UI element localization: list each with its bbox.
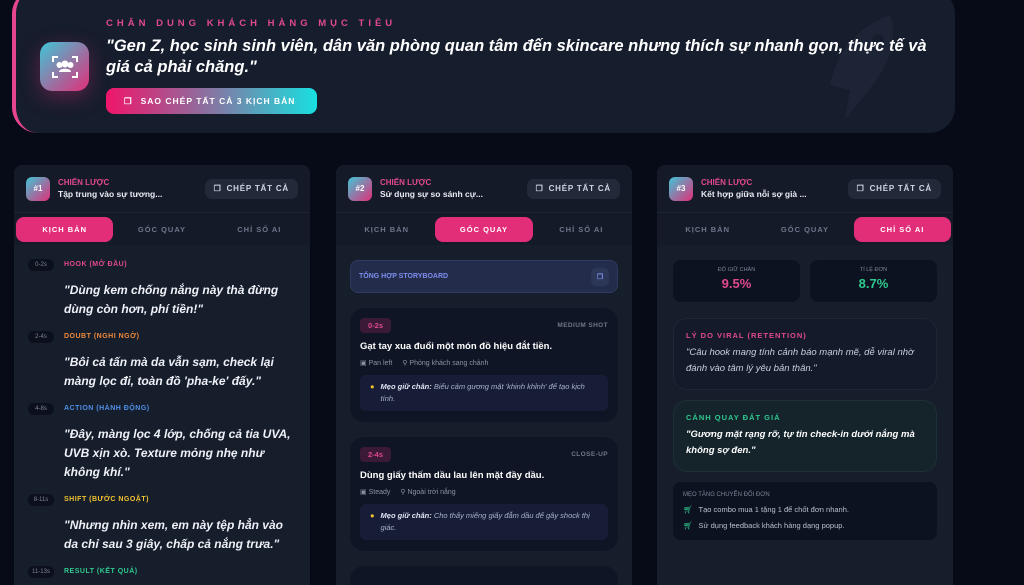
strategy-number: #1 xyxy=(26,176,50,201)
time-badge: 0-2s xyxy=(360,318,392,333)
strategy-title: Sử dụng sự so sánh cự... xyxy=(380,189,484,199)
strategy-card-2: #2 CHIẾN LƯỢC Sử dụng sự so sánh cự... ❐ C… xyxy=(336,165,632,585)
beat-label: HOOK (MỞ ĐẦU) xyxy=(64,261,128,268)
strategy-card-3: #3 CHIẾN LƯỢC Kết hợp giữa nỗi sợ già ...… xyxy=(657,165,953,585)
viral-reason-box: LÝ DO VIRAL (RETENTION) "Câu hook mang tí… xyxy=(673,318,937,390)
location: ⚲ Ngoài trời nắng xyxy=(400,489,456,496)
camera-move: ▣ Steady xyxy=(360,489,391,496)
retention-tip: ● Mẹo giữ chân: Biểu cảm gương mặt 'khinh… xyxy=(360,375,608,411)
shot-title: Gạt tay xua đuổi một món đồ hiệu đắt tiề… xyxy=(360,341,553,352)
copy-all-button[interactable]: ❐ CHÉP TẤT CẢ xyxy=(526,178,620,199)
beat-label: ACTION (HÀNH ĐỘNG) xyxy=(64,405,150,412)
cart-icon: 🛒︎ xyxy=(683,505,693,514)
lightbulb-icon: ● xyxy=(370,382,375,391)
beat-quote: "Đây, màng lọc 4 lớp, chống cả tia UVA, … xyxy=(64,427,291,479)
shot-card: 2-4s CLOSE-UP Dùng giấy thấm dầu lau lên … xyxy=(350,437,618,551)
camera-icon: ▣ xyxy=(360,360,367,367)
conversion-tips: MẸO TĂNG CHUYỂN ĐỔI ĐƠN 🛒︎ Tạo combo mua … xyxy=(673,482,937,540)
strategy-label: CHIẾN LƯỢC xyxy=(58,178,110,187)
tab-camera-angle[interactable]: GÓC QUAY xyxy=(137,224,187,234)
cart-icon: 🛒︎ xyxy=(683,521,693,530)
beat-label: SHIFT (BƯỚC NGOẶT) xyxy=(64,496,149,503)
tab-script[interactable]: KỊCH BẢN xyxy=(364,224,409,234)
tab-camera-angle[interactable]: GÓC QUAY xyxy=(780,224,830,234)
retention-tip: ● Mẹo giữ chân: Cho thấy miếng giấy đẫm d… xyxy=(360,504,608,540)
location-pin-icon: ⚲ xyxy=(402,360,408,367)
script-beat: 4-8s ACTION (HÀNH ĐỘNG) "Đây, màng lọc 4 l… xyxy=(28,403,296,482)
script-beat: 0-2s HOOK (MỞ ĐẦU) "Dùng kem chống nắng nà… xyxy=(28,259,296,319)
beat-quote: "Nhưng nhìn xem, em này tệp hẳn vào da c… xyxy=(64,518,283,551)
key-scene-box: CẢNH QUAY ĐẮT GIÁ "Gương mặt rạng rỡ, tự … xyxy=(673,400,937,472)
time-badge: 11-13s xyxy=(28,566,54,578)
strategy-title: Tập trung vào sự tương... xyxy=(58,189,163,199)
script-beat: 11-13s RESULT (KẾT QUẢ) xyxy=(28,566,296,578)
tab-ai-metrics[interactable]: CHỈ SỐ AI xyxy=(853,216,951,242)
shot-type: MEDIUM SHOT xyxy=(557,322,608,329)
tab-script[interactable]: KỊCH BẢN xyxy=(685,224,730,234)
strategy-title: Kết hợp giữa nỗi sợ già ... xyxy=(701,189,807,199)
lightbulb-icon: ● xyxy=(370,511,375,520)
camera-icon: ▣ xyxy=(360,489,367,496)
copy-icon: ❐ xyxy=(213,184,222,193)
copy-all-scripts-button[interactable]: ❐ SAO CHÉP TẤT CẢ 3 KỊCH BẢN xyxy=(106,88,317,114)
storyboard-summary: TỔNG HỢP STORYBOARD ❐ xyxy=(350,260,618,293)
customer-quote: "Gen Z, học sinh sinh viên, dân văn phòn… xyxy=(106,37,927,76)
location: ⚲ Phòng khách sang chảnh xyxy=(402,360,489,367)
conversion-value: 8.7% xyxy=(858,276,889,291)
retention-value: 9.5% xyxy=(721,276,752,291)
time-badge: 2-4s xyxy=(28,331,54,343)
strategy-card-1: #1 CHIẾN LƯỢC Tập trung vào sự tương... ❐… xyxy=(14,165,310,585)
shot-type: CLOSE-UP xyxy=(571,451,608,458)
tip-item: 🛒︎ Tạo combo mua 1 tặng 1 để chốt đơn nha… xyxy=(683,505,849,514)
shot-title: Dùng giấy thấm dầu lau lên mặt đầy dầu. xyxy=(360,470,545,481)
time-badge: 8-11s xyxy=(28,494,54,506)
shot-card: 0-2s MEDIUM SHOT Gạt tay xua đuổi một món… xyxy=(350,308,618,422)
tab-camera-angle[interactable]: GÓC QUAY xyxy=(435,216,533,242)
strategy-number: #2 xyxy=(348,176,372,201)
script-beat: 2-4s DOUBT (NGHI NGỜ) "Bôi cả tấn mà da vẫ… xyxy=(28,331,296,391)
copy-all-button[interactable]: ❐ CHÉP TẤT CẢ xyxy=(847,178,941,199)
tip-item: 🛒︎ Sử dụng feedback khách hàng dạng popup… xyxy=(683,521,845,530)
copy-icon: ❐ xyxy=(535,184,544,193)
copy-icon: ❐ xyxy=(124,95,133,106)
camera-move: ▣ Pan left xyxy=(360,360,393,367)
section-label: CHÂN DUNG KHÁCH HÀNG MỤC TIÊU xyxy=(106,18,397,29)
copy-icon: ❐ xyxy=(856,184,865,193)
tab-ai-metrics[interactable]: CHỈ SỐ AI xyxy=(559,224,604,234)
copy-all-button[interactable]: ❐ CHÉP TẤT CẢ xyxy=(204,178,298,199)
strategy-number: #3 xyxy=(669,176,693,201)
time-badge: 0-2s xyxy=(28,259,54,271)
retention-stat: ĐỘ GIỮ CHÂN 9.5% xyxy=(673,260,800,302)
beat-quote: "Bôi cả tấn mà da vẫn sạm, check lại màn… xyxy=(64,355,274,388)
customer-group-icon xyxy=(40,42,89,91)
time-badge: 2-4s xyxy=(360,447,392,462)
shot-card xyxy=(350,566,618,585)
strategy-label: CHIẾN LƯỢC xyxy=(380,178,432,187)
beat-quote: "Dùng kem chống nắng này thà đừng dùng c… xyxy=(64,283,279,316)
conversion-stat: TỈ LỆ ĐƠN 8.7% xyxy=(810,260,937,302)
time-badge: 4-8s xyxy=(28,403,54,415)
location-pin-icon: ⚲ xyxy=(400,489,406,496)
tab-script[interactable]: KỊCH BẢN xyxy=(16,216,114,242)
rocket-icon xyxy=(830,15,894,120)
copy-icon[interactable]: ❐ xyxy=(591,267,609,286)
strategy-label: CHIẾN LƯỢC xyxy=(701,178,753,187)
target-customer-banner: CHÂN DUNG KHÁCH HÀNG MỤC TIÊU "Gen Z, họ… xyxy=(12,0,955,133)
tab-ai-metrics[interactable]: CHỈ SỐ AI xyxy=(237,224,282,234)
beat-label: RESULT (KẾT QUẢ) xyxy=(64,568,138,575)
script-beat: 8-11s SHIFT (BƯỚC NGOẶT) "Nhưng nhìn xem, … xyxy=(28,494,296,554)
beat-label: DOUBT (NGHI NGỜ) xyxy=(64,333,140,340)
